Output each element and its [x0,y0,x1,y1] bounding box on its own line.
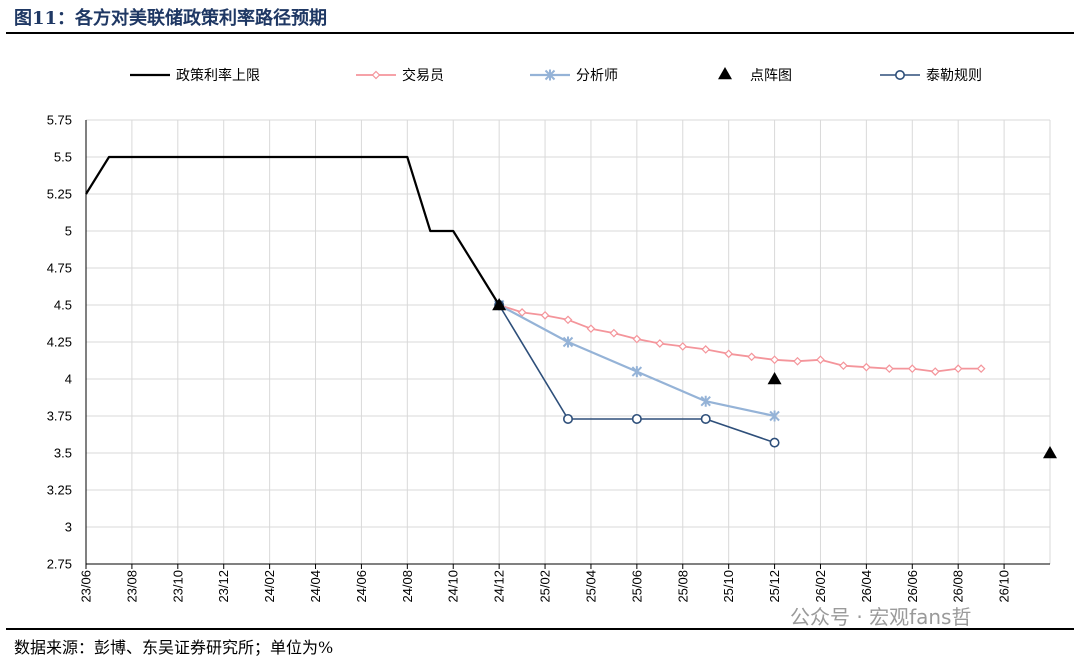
series-line-policy [85,155,501,306]
diamond-marker [884,364,894,373]
diamond-marker [770,355,779,365]
source-note: 数据来源：彭博、东吴证券研究所；单位为% [14,638,334,657]
diamond-marker [586,324,596,334]
series-traders [494,300,986,376]
x-tick-label: 24/06 [354,570,369,603]
diamond-marker [701,345,711,354]
x-tick-label: 26/08 [951,570,966,603]
x-tick-label: 25/04 [583,570,598,603]
diamond-marker [724,349,734,359]
source-divider [6,628,1074,630]
x-axis-labels: 23/06 23/08 23/10 23/12 24/02 24/04 24/06 24/08… [79,570,1012,603]
y-tick-label: 3.25 [47,483,72,498]
y-tick-label: 4.75 [47,261,72,276]
x-tick-label: 23/12 [216,570,231,603]
y-tick-label: 4.5 [54,298,72,313]
star-marker [769,410,780,422]
diamond-marker [609,328,619,338]
x-tick-label: 24/08 [400,570,415,603]
diamond-marker [839,361,848,371]
x-tick-label: 24/04 [308,570,323,603]
y-tick-label: 3 [65,520,72,535]
circle-marker [631,413,642,424]
y-tick-label: 3.75 [47,409,72,424]
x-tick-label: 25/02 [538,570,553,603]
figure-title: 图11：各方对美联储政策利率路径预期 [14,8,328,29]
diamond-marker [678,342,688,351]
chart-series [85,155,1057,459]
legend-label: 分析师 [576,68,618,84]
x-tick-label: 26/02 [813,570,828,603]
series-line-traders [498,304,982,373]
diamond-marker [862,362,871,372]
diamond-marker [540,311,550,320]
y-tick-label: 5 [65,224,72,239]
x-tick-label: 26/04 [859,570,874,603]
diamond-marker [793,356,802,366]
y-tick-label: 4.25 [47,335,72,350]
legend-item-policy: 政策利率上限 [130,67,260,84]
diamond-marker [907,364,917,373]
circle-marker [700,413,711,424]
y-axis-labels: 2.75 3 3.25 3.5 3.75 4 4.25 4.5 4.75 5 5.25 5.5 5.75 [47,113,72,572]
x-tick-label: 25/12 [767,570,782,603]
series-policy [85,155,501,306]
x-tick-label: 24/10 [446,570,461,603]
legend-item-dotplot: 点阵图 [718,67,792,84]
legend: 政策利率上限 交易员 分析师 点阵图 泰勒规则 [130,67,982,84]
y-tick-label: 5.75 [47,113,72,128]
legend-item-traders: 交易员 [356,67,444,84]
legend-item-taylor: 泰勒规则 [880,68,982,84]
diamond-marker [371,70,381,80]
diamond-marker [517,308,527,317]
circle-marker [562,413,573,424]
x-tick-label: 23/06 [79,570,94,603]
y-tick-label: 3.5 [54,446,72,461]
diamond-marker [976,364,986,373]
x-tick-label: 25/10 [721,570,736,603]
x-tick-label: 26/10 [997,570,1012,603]
series-dotplot [492,298,1057,459]
watermark-text: 公众号 · 宏观fans哲 [790,605,971,629]
series-analysts [493,299,780,422]
x-tick-label: 26/06 [905,570,920,603]
star-marker [700,395,711,407]
star-marker [562,336,574,348]
diamond-marker [816,355,825,365]
title-divider [6,32,1074,34]
y-tick-label: 4 [65,372,72,387]
x-tick-label: 23/08 [124,570,139,603]
diamond-marker [930,367,940,376]
legend-label: 泰勒规则 [926,68,982,84]
diamond-marker [747,352,756,362]
circle-marker [769,437,780,448]
diamond-marker [632,334,642,344]
triangle-marker [492,298,507,311]
diamond-marker [563,315,573,325]
legend-label: 点阵图 [750,68,792,84]
legend-label: 交易员 [402,67,444,84]
circle-marker [894,70,905,81]
star-marker [544,69,556,81]
y-tick-label: 5.5 [54,150,72,165]
rate-path-chart: 政策利率上限 交易员 分析师 点阵图 泰勒规则 2.75 3 3.25 3.5 3.75 4 4.2… [47,67,1057,629]
x-tick-label: 24/02 [262,570,277,603]
x-tick-label: 23/10 [170,570,185,603]
y-tick-label: 5.25 [47,187,72,202]
triangle-marker [767,372,782,385]
triangle-marker [1043,446,1057,459]
diamond-marker [655,339,665,348]
x-tick-label: 24/12 [492,570,507,603]
x-tick-label: 25/06 [629,570,644,603]
diamond-marker [953,364,963,373]
legend-label: 政策利率上限 [176,67,260,84]
y-tick-label: 2.75 [47,557,72,572]
triangle-marker [718,67,732,80]
star-marker [631,366,643,378]
x-tick-label: 25/08 [675,570,690,603]
legend-item-analysts: 分析师 [530,68,618,84]
